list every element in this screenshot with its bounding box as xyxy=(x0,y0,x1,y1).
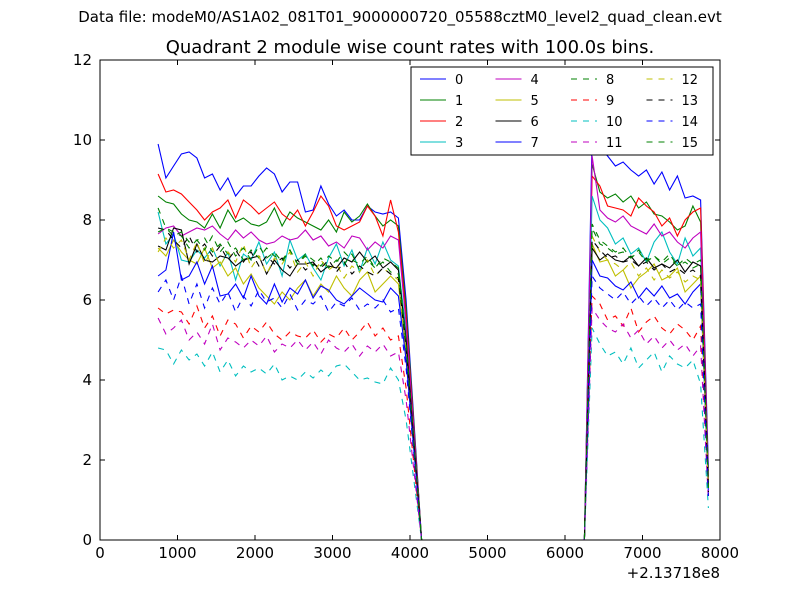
legend-label-11: 11 xyxy=(606,136,623,151)
y-tick-label: 4 xyxy=(82,371,92,389)
legend-label-5: 5 xyxy=(531,94,539,109)
legend-label-8: 8 xyxy=(606,73,614,88)
legend-label-15: 15 xyxy=(682,136,699,151)
legend-label-1: 1 xyxy=(455,94,463,109)
series-line-5 xyxy=(157,238,709,541)
x-tick-label: 0 xyxy=(95,544,105,562)
x-tick-label: 2000 xyxy=(236,544,274,562)
series-line-14 xyxy=(157,274,709,541)
legend-label-3: 3 xyxy=(455,136,463,151)
series-line-7 xyxy=(157,231,709,541)
legend-box xyxy=(410,66,714,156)
y-tick-label: 12 xyxy=(73,51,92,69)
series-line-12 xyxy=(157,235,709,541)
legend-label-6: 6 xyxy=(531,115,539,130)
series-line-2 xyxy=(157,173,709,541)
legend-label-7: 7 xyxy=(531,136,539,151)
series-line-8 xyxy=(157,207,709,541)
legend-label-4: 4 xyxy=(531,73,539,88)
legend-label-14: 14 xyxy=(682,115,699,130)
x-tick-label: 4000 xyxy=(391,544,429,562)
x-tick-label: 5000 xyxy=(468,544,506,562)
chart-title: Quadrant 2 module wise count rates with … xyxy=(165,37,655,58)
figure-supertitle: Data file: modeM0/AS1A02_081T01_90000007… xyxy=(78,8,722,26)
series-line-11 xyxy=(157,306,709,541)
series-line-6 xyxy=(157,227,709,541)
y-tick-label: 6 xyxy=(82,291,92,309)
y-tick-label: 10 xyxy=(73,131,92,149)
series-line-13 xyxy=(157,227,709,541)
legend-label-9: 9 xyxy=(606,94,614,109)
ticks-layer: 0 1000 2000 3000 4000 5000 6000 7000 80000246810… xyxy=(73,51,739,562)
y-tick-label: 2 xyxy=(82,451,92,469)
series-line-4 xyxy=(157,155,709,541)
series-line-9 xyxy=(157,294,709,541)
legend-label-13: 13 xyxy=(682,94,699,109)
series-line-3 xyxy=(157,195,709,541)
series-line-10 xyxy=(157,327,709,541)
x-tick-label: 1000 xyxy=(158,544,196,562)
series-layer xyxy=(157,134,709,541)
legend-label-10: 10 xyxy=(606,115,623,130)
y-tick-label: 0 xyxy=(82,531,92,549)
legend-label-12: 12 xyxy=(682,73,699,88)
x-tick-label: 3000 xyxy=(313,544,351,562)
x-tick-label: 8000 xyxy=(701,544,739,562)
x-offset-label: +2.13718e8 xyxy=(627,564,720,582)
x-tick-label: 7000 xyxy=(623,544,661,562)
series-line-0 xyxy=(157,134,709,541)
series-line-15 xyxy=(157,223,709,541)
y-tick-label: 8 xyxy=(82,211,92,229)
legend-label-2: 2 xyxy=(455,115,463,130)
x-tick-label: 6000 xyxy=(546,544,584,562)
legend-label-0: 0 xyxy=(455,73,463,88)
